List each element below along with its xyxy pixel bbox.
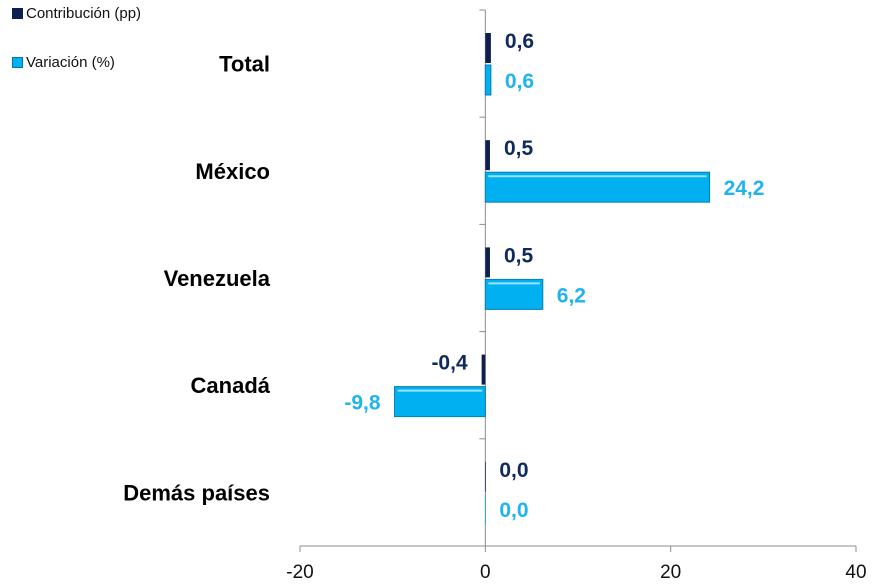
legend-swatch-variacion: [12, 57, 23, 68]
data-label-variacion-mexico: 24,2: [724, 177, 765, 200]
legend-swatch-contribucion: [12, 8, 23, 19]
data-label-contribucion-total: 0,6: [505, 30, 534, 53]
bar-variacion-demas-paises: [485, 493, 486, 524]
category-label-venezuela: Venezuela: [164, 266, 271, 291]
legend-label-variacion: Variación (%): [26, 54, 115, 71]
x-tick-label: 0: [480, 562, 491, 583]
category-label-demas-paises: Demás países: [123, 480, 270, 505]
x-tick-label: 40: [845, 562, 866, 583]
data-label-variacion-canada: -9,8: [344, 392, 381, 415]
x-tick-label: -20: [286, 562, 313, 583]
data-label-variacion-venezuela: 6,2: [557, 284, 586, 307]
legend-label-contribucion: Contribución (pp): [26, 5, 142, 22]
bar-contribucion-mexico: [485, 140, 490, 171]
data-label-variacion-total: 0,6: [505, 70, 534, 93]
bar-variacion-total: [484, 64, 492, 96]
legend-item-variacion: Variación (%): [12, 54, 115, 71]
category-label-total: Total: [219, 52, 270, 77]
bar-contribucion-demas-paises: [485, 461, 486, 492]
x-tick-label: 20: [660, 562, 681, 583]
bar-contribucion-venezuela: [485, 247, 490, 278]
data-label-contribucion-demas-paises: 0,0: [499, 459, 528, 482]
category-label-mexico: México: [195, 159, 270, 184]
bar-contribucion-total: [485, 33, 491, 63]
category-label-canada: Canadá: [191, 373, 271, 398]
legend-item-contribucion: Contribución (pp): [12, 5, 141, 22]
data-label-contribucion-mexico: 0,5: [504, 137, 534, 160]
bar-contribucion-canada: [481, 354, 486, 385]
data-label-contribucion-venezuela: 0,5: [504, 244, 534, 267]
data-label-variacion-demas-paises: 0,0: [499, 499, 528, 522]
data-label-contribucion-canada: -0,4: [431, 352, 468, 375]
